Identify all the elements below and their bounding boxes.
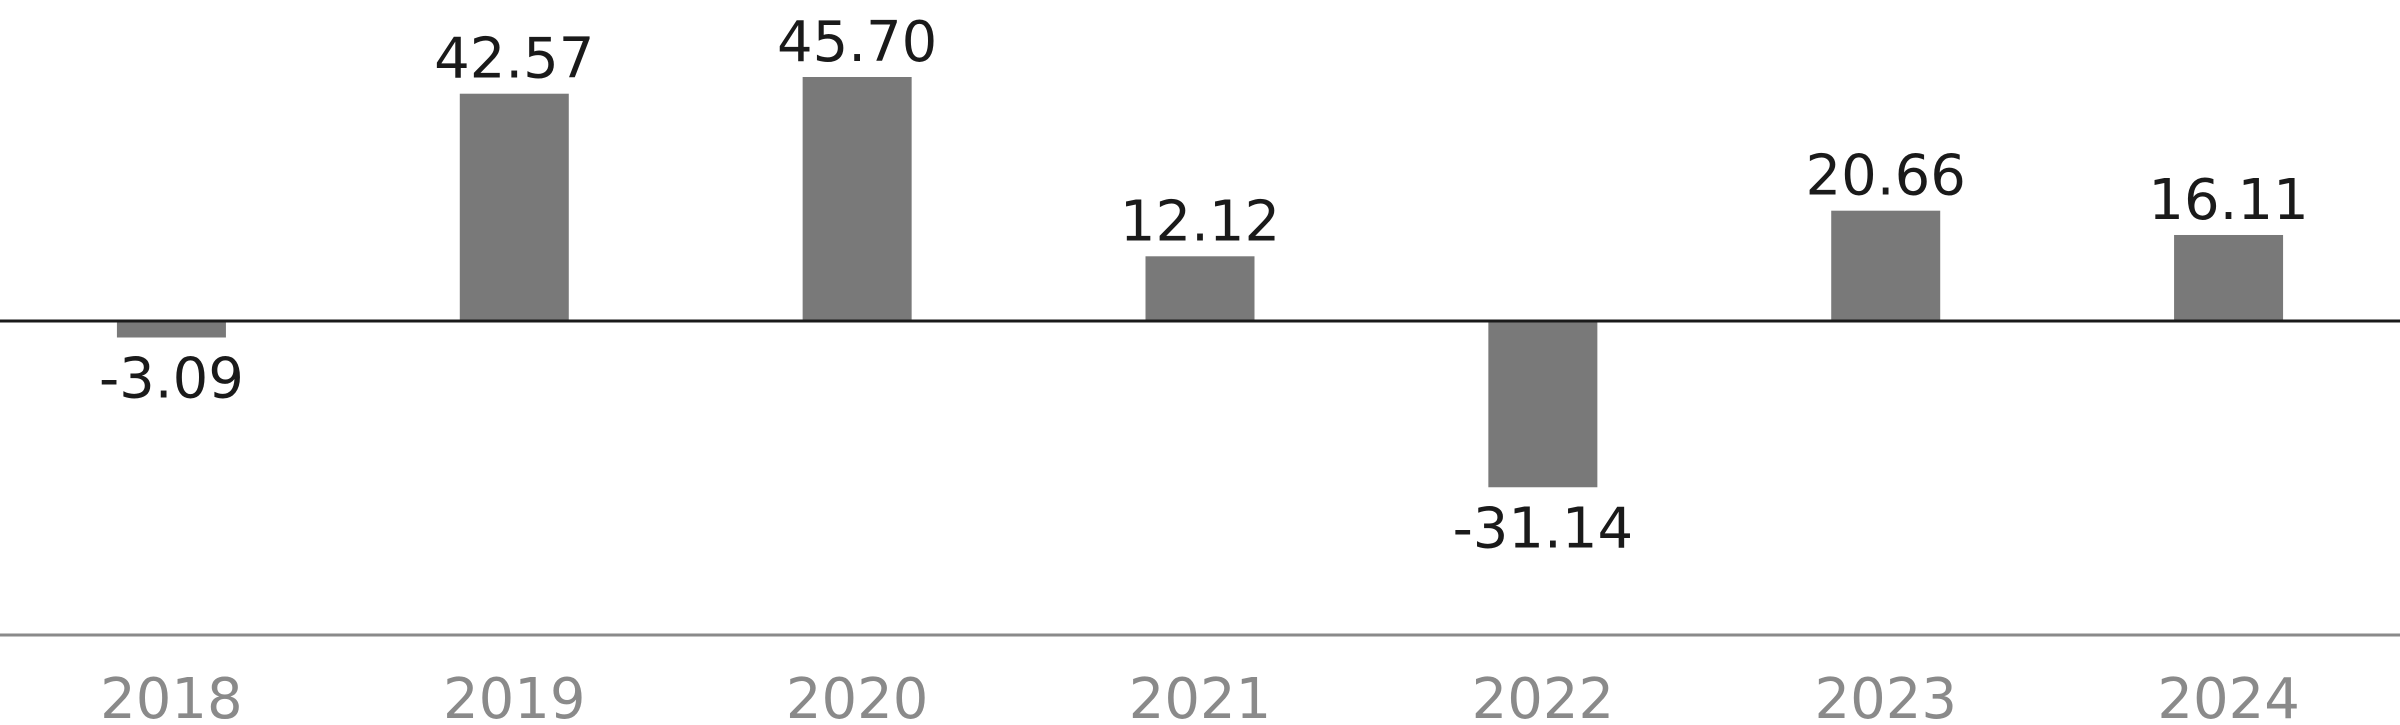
x-tick-label: 2019 <box>443 667 586 725</box>
bar <box>1831 210 1941 321</box>
x-tick-label: 2023 <box>1814 667 1957 725</box>
bar <box>1488 321 1598 488</box>
x-tick-label: 2022 <box>1472 667 1615 725</box>
value-label: 45.70 <box>777 10 937 75</box>
bar <box>459 93 569 321</box>
bar <box>116 321 226 338</box>
value-label: 20.66 <box>1806 144 1966 209</box>
value-label: -31.14 <box>1453 496 1634 561</box>
bar <box>2174 234 2284 321</box>
x-tick-label: 2024 <box>2157 667 2300 725</box>
value-label: -3.09 <box>99 346 244 411</box>
value-label: 42.57 <box>434 27 594 92</box>
bar <box>1145 256 1255 321</box>
bar <box>802 77 912 321</box>
x-tick-label: 2018 <box>100 667 243 725</box>
value-label: 12.12 <box>1120 189 1280 254</box>
x-tick-label: 2020 <box>786 667 929 725</box>
x-tick-label: 2021 <box>1129 667 1272 725</box>
value-label: 16.11 <box>2148 168 2308 233</box>
